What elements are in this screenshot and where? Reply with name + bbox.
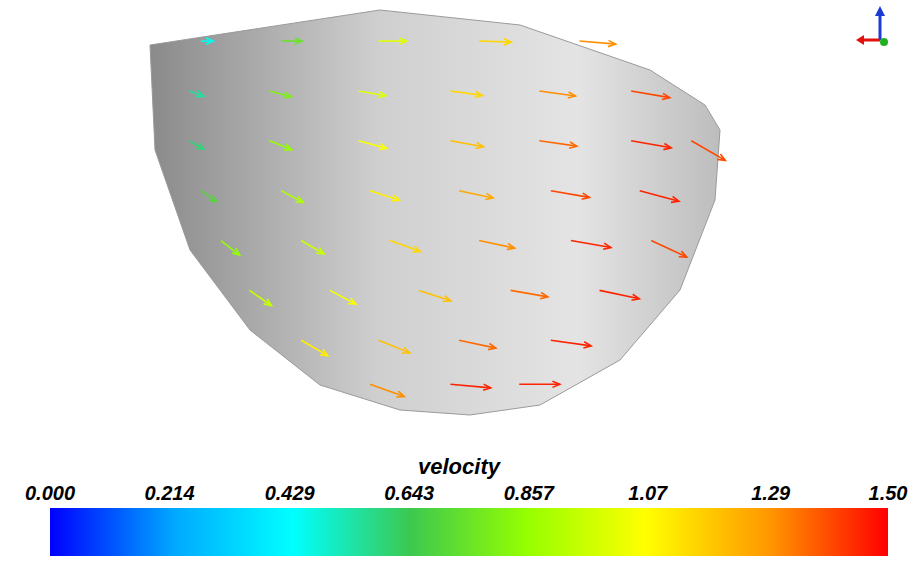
svg-text:1.07: 1.07 [628,482,668,504]
svg-text:1.29: 1.29 [751,482,791,504]
svg-text:1.50: 1.50 [869,482,908,504]
svg-text:velocity: velocity [418,454,502,479]
svg-text:0.643: 0.643 [384,482,434,504]
svg-text:0.214: 0.214 [145,482,195,504]
svg-text:0.000: 0.000 [25,482,75,504]
svg-text:0.429: 0.429 [265,482,316,504]
svg-text:0.857: 0.857 [504,482,555,504]
